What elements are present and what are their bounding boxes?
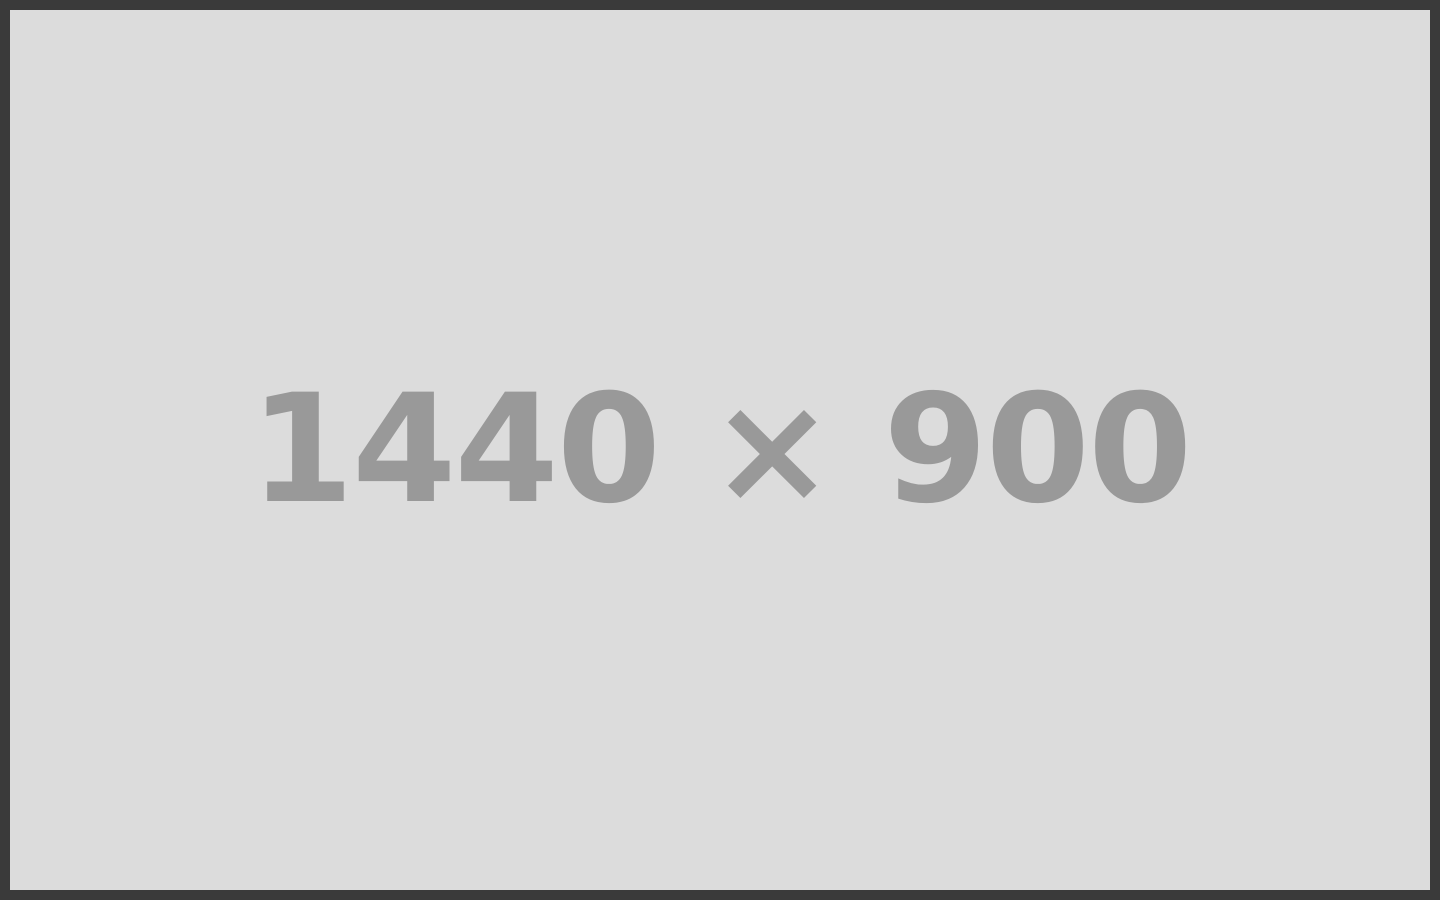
dimension-label: 1440 × 900 <box>249 363 1193 537</box>
